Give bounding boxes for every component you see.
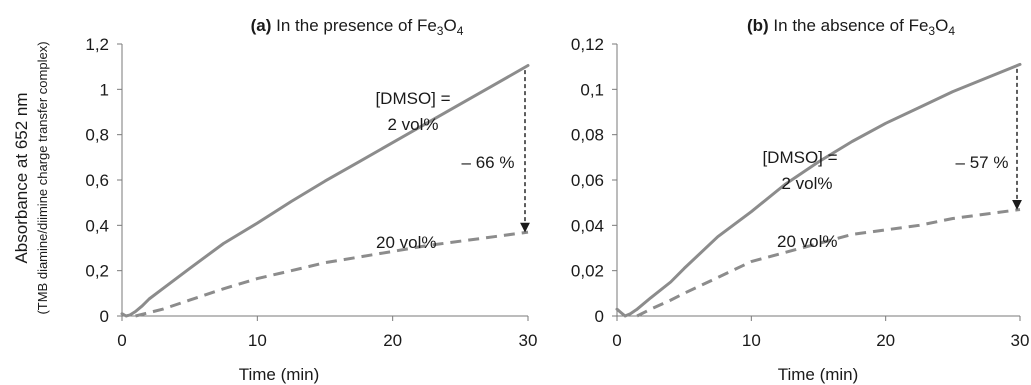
panel-a-y-tick-label: 0,4 xyxy=(85,216,109,235)
panel-b-y-ticks: 0 0,02 0,04 0,06 0,08 0,1 0,12 xyxy=(571,35,617,326)
y-axis-subtitle: (TMB diamine/diimine charge transfer com… xyxy=(35,41,50,314)
panel-a-x-ticks: 0 10 20 30 xyxy=(117,316,537,350)
panel-b-series-dmso-20 xyxy=(636,208,1021,318)
panel-b-y-tick-label: 0,08 xyxy=(571,126,604,145)
panel-a-annotation-dmso-line2: 2 vol% xyxy=(387,115,438,134)
panel-a-annotation-dmso-line1: [DMSO] = xyxy=(375,89,450,108)
panel-b-title-sub2: 4 xyxy=(948,24,955,38)
panel-b: (b) In the absence of Fe3O4 0 10 20 30 0 0,0… xyxy=(571,16,1030,384)
panel-b-x-axis-title: Time (min) xyxy=(778,365,859,384)
panel-a-x-tick-label: 0 xyxy=(117,331,126,350)
panel-a-title: (a) In the presence of Fe3O4 xyxy=(251,16,464,38)
panel-a-y-tick-label: 0 xyxy=(100,307,109,326)
panel-b-annotation-20vol: 20 vol% xyxy=(777,232,837,251)
panel-b-series xyxy=(615,62,1022,318)
panel-a-x-tick-label: 30 xyxy=(519,331,538,350)
panel-a-series-dmso-20 xyxy=(135,230,529,318)
panel-a-y-tick-label: 0,2 xyxy=(85,262,109,281)
panel-a-y-tick-label: 0,6 xyxy=(85,171,109,190)
panel-b-series-dmso-2 xyxy=(615,62,1022,318)
panel-b-y-tick-label: 0,02 xyxy=(571,262,604,281)
panel-b-y-tick-label: 0,04 xyxy=(571,216,604,235)
panel-b-title-sub1: 3 xyxy=(928,24,935,38)
panel-b-title: (b) In the absence of Fe3O4 xyxy=(747,16,955,38)
panel-b-annotation-reduction: – 57 % xyxy=(956,153,1009,172)
panel-b-x-tick-label: 30 xyxy=(1011,331,1030,350)
panel-a-x-tick-label: 10 xyxy=(248,331,267,350)
panel-b-x-tick-label: 0 xyxy=(612,331,621,350)
panel-b-y-tick-label: 0 xyxy=(595,307,604,326)
panel-a-y-tick-label: 1 xyxy=(100,80,109,99)
panel-a-y-tick-label: 0,8 xyxy=(85,126,109,145)
panel-b-annotation-dmso-line1: [DMSO] = xyxy=(762,148,837,167)
panel-a-title-mid: O xyxy=(443,16,456,35)
panel-b-y-tick-label: 0,1 xyxy=(580,80,604,99)
panel-b-x-tick-label: 20 xyxy=(876,331,895,350)
panel-a-annotation-reduction: – 66 % xyxy=(462,153,515,172)
panel-b-title-mid: O xyxy=(935,16,948,35)
panel-a-series xyxy=(120,64,530,318)
panel-a-title-sub2: 4 xyxy=(457,24,464,38)
panel-a-label: (a) xyxy=(251,16,272,35)
panel-b-title-text: In the absence of Fe xyxy=(773,16,928,35)
panel-b-annotation-dmso-line2: 2 vol% xyxy=(781,174,832,193)
panel-b-x-ticks: 0 10 20 30 xyxy=(612,316,1029,350)
panel-a-y-tick-label: 1,2 xyxy=(85,35,109,54)
panel-a-title-sub1: 3 xyxy=(437,24,444,38)
panel-a-annotation-20vol: 20 vol% xyxy=(376,233,436,252)
panel-b-label: (b) xyxy=(747,16,769,35)
panel-b-y-tick-label: 0,06 xyxy=(571,171,604,190)
panel-a-series-dmso-2 xyxy=(120,64,530,318)
y-axis-title: Absorbance at 652 nm xyxy=(12,92,31,263)
panel-a-x-axis-title: Time (min) xyxy=(239,365,320,384)
panel-a: (a) In the presence of Fe3O4 0 10 20 30 0 0,… xyxy=(85,16,537,384)
panel-a-x-tick-label: 20 xyxy=(383,331,402,350)
panel-a-title-text: In the presence of Fe xyxy=(276,16,437,35)
panel-b-y-tick-label: 0,12 xyxy=(571,35,604,54)
panel-b-x-tick-label: 10 xyxy=(742,331,761,350)
panel-a-y-ticks: 0 0,2 0,4 0,6 0,8 1 1,2 xyxy=(85,35,122,326)
